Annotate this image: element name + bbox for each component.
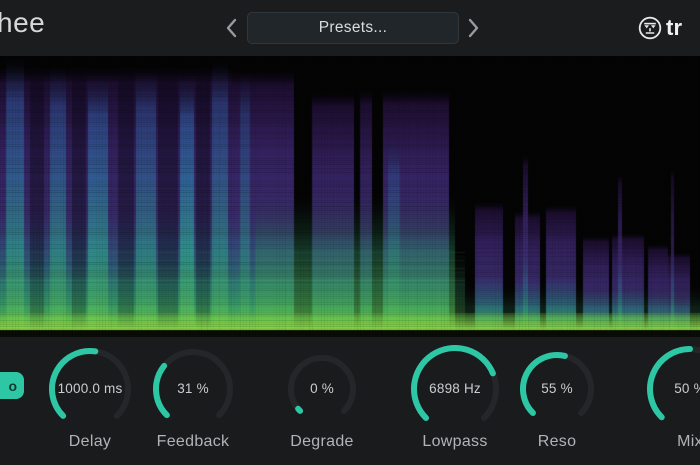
knob-value: 6898 Hz <box>429 381 481 396</box>
knob-arc <box>411 345 499 421</box>
knob-arc <box>288 355 356 414</box>
sync-toggle-label: o <box>8 377 17 394</box>
knob-label: Degrade <box>290 433 354 450</box>
brand-mask-icon <box>638 16 662 40</box>
presets-label: Presets... <box>318 19 388 36</box>
knob-feedback[interactable]: 31 % Feedback <box>148 344 238 455</box>
knob-value: 1000.0 ms <box>57 381 123 396</box>
knob-value: 0 % <box>310 381 334 396</box>
preset-prev-button[interactable] <box>220 15 242 41</box>
knob-value: 55 % <box>541 381 573 396</box>
control-panel: o 1000.0 ms Delay 31 % Feedback 0 % Degrade 68… <box>0 337 700 465</box>
brand-text: tr <box>666 15 683 40</box>
knob-label: Lowpass <box>422 433 488 450</box>
sync-toggle-button[interactable]: o <box>0 372 24 399</box>
knob-value: 31 % <box>177 381 209 396</box>
knob-label: Feedback <box>156 433 230 450</box>
knob-label: Delay <box>68 433 112 450</box>
knob-reso[interactable]: 55 % Reso <box>515 347 599 455</box>
knob-lowpass[interactable]: 6898 Hz Lowpass <box>406 340 504 455</box>
preset-next-button[interactable] <box>462 15 484 41</box>
knob-arc <box>647 345 700 421</box>
plugin-name: hee <box>0 7 46 38</box>
knob-label: Reso <box>537 433 577 450</box>
presets-menu-button[interactable]: Presets... <box>247 12 459 44</box>
chevron-left-icon <box>226 18 236 38</box>
knob-value: 50 % <box>674 381 700 396</box>
brand-logo: tr <box>638 15 682 41</box>
knob-degrade[interactable]: 0 % Degrade <box>283 350 361 455</box>
chevron-right-icon <box>468 18 478 38</box>
knob-arc <box>49 348 131 419</box>
knob-arc <box>520 352 594 417</box>
knob-arc <box>153 349 233 419</box>
knob-label: Mix <box>677 433 700 450</box>
knob-delay[interactable]: 1000.0 ms Delay <box>44 343 136 455</box>
spectrogram-display <box>0 56 700 337</box>
knob-mix[interactable]: 50 % Mix <box>642 341 700 455</box>
top-bar: hee Presets... tr <box>0 0 700 56</box>
